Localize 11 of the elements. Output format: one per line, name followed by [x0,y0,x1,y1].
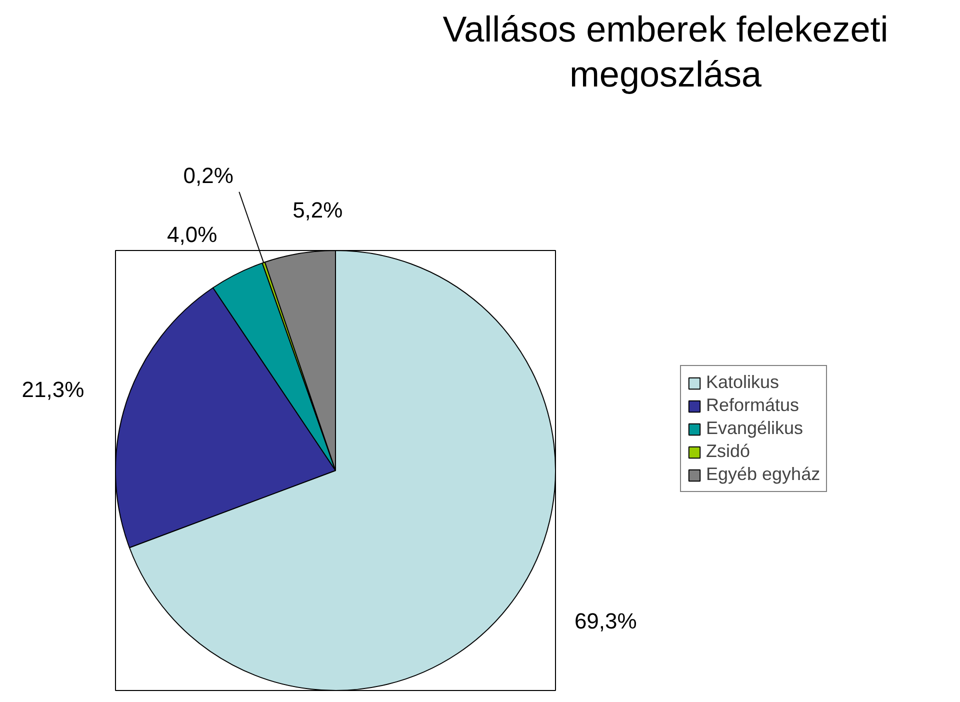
legend-label: Katolikus [706,372,780,393]
chart-title: Vallásos emberek felekezeti megoszlása [442,8,888,95]
legend-label: Zsidó [706,441,750,462]
data-label: 21,3% [22,377,84,402]
data-label: 5,2% [292,198,343,223]
legend-label: Evangélikus [706,418,804,439]
data-label: 4,0% [166,222,218,248]
legend-label: Egyéb egyház [706,464,820,485]
data-label: 69,3% [574,608,637,634]
legend-label: Református [706,395,800,416]
data-label: 0,2% [183,162,234,188]
